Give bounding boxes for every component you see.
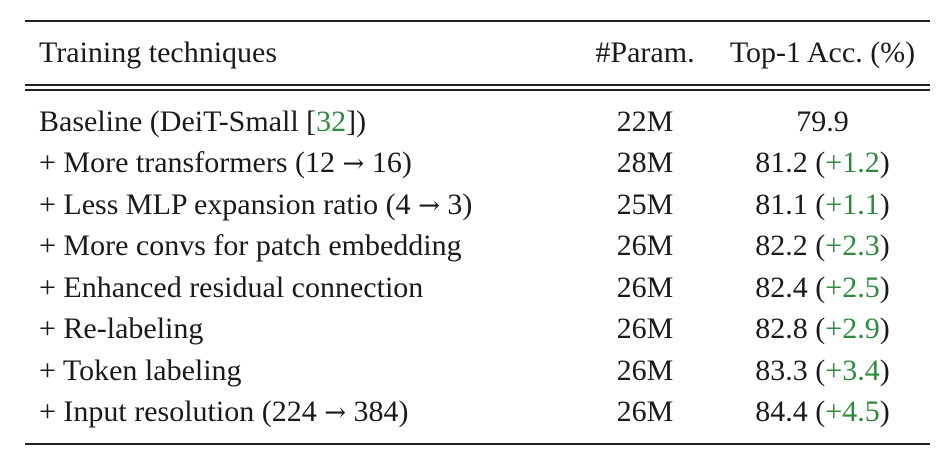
accuracy-cell: 81.2 (+1.2) — [715, 148, 930, 178]
accuracy-value: 83.3 — [755, 353, 808, 387]
delta-open-paren: ( — [807, 146, 826, 180]
accuracy-cell: 82.2 (+2.3) — [715, 231, 930, 261]
bottom-rule — [25, 443, 930, 445]
technique-cell: + Input resolution (224 → 384) — [25, 397, 575, 427]
accuracy-delta: +2.3 — [825, 229, 880, 263]
delta-close-paren: ) — [879, 146, 890, 180]
delta-close-paren: ) — [879, 270, 890, 304]
delta-open-paren: ( — [807, 270, 826, 304]
accuracy-delta: +2.5 — [825, 270, 880, 304]
accuracy-cell: 79.9 — [715, 104, 930, 138]
params-cell: 26M — [616, 395, 674, 429]
accuracy-value: 81.2 — [755, 146, 808, 180]
table-row: + More convs for patch embedding 26M 82.2 … — [25, 226, 930, 268]
technique-cell: Baseline (DeiT-Small [32]) — [25, 104, 575, 138]
technique-cell: + Less MLP expansion ratio (4 → 3) — [25, 187, 575, 221]
accuracy-delta: +1.1 — [825, 187, 880, 221]
table-row: + Token labeling 26M 83.3 (+3.4) — [25, 350, 930, 392]
params-cell: 22M — [616, 104, 674, 138]
delta-close-paren: ) — [879, 187, 890, 221]
header-training-techniques: Training techniques — [39, 36, 278, 69]
technique-cell: + More convs for patch embedding — [25, 231, 575, 261]
params-cell: 25M — [616, 187, 674, 221]
accuracy-value: 82.8 — [755, 312, 808, 346]
table-row: + Enhanced residual connection 26M 82.4 (+… — [25, 267, 930, 309]
table-row: + More transformers (12 → 16) 28M 81.2 (+1… — [25, 143, 930, 185]
technique-text-end: 3) — [439, 187, 473, 221]
table-row: + Less MLP expansion ratio (4 → 3) 25M 81.… — [25, 184, 930, 226]
delta-open-paren: ( — [807, 187, 826, 221]
arrow-icon: → — [324, 398, 347, 429]
technique-text: Baseline (DeiT-Small [ — [39, 104, 317, 138]
accuracy-value: 79.9 — [796, 104, 849, 138]
technique-text: + Less MLP expansion ratio (4 — [39, 187, 419, 221]
technique-cell: + Enhanced residual connection — [25, 270, 575, 304]
technique-cell: + More transformers (12 → 16) — [25, 148, 575, 178]
technique-text-end: 16) — [364, 146, 412, 180]
technique-text: + Re-labeling — [39, 312, 204, 346]
table-row: + Re-labeling 26M 82.8 (+2.9) — [25, 309, 930, 351]
delta-open-paren: ( — [807, 395, 826, 429]
technique-text-end: ]) — [346, 104, 367, 138]
header-top1-acc: Top-1 Acc. (%) — [729, 36, 916, 69]
accuracy-cell: 81.1 (+1.1) — [715, 187, 930, 221]
table-row: Baseline (DeiT-Small [32]) 22M 79.9 — [25, 101, 930, 143]
technique-text: + Enhanced residual connection — [39, 270, 424, 304]
technique-text: + More convs for patch embedding — [39, 229, 462, 263]
technique-text: + More transformers (12 — [39, 146, 343, 180]
header-params: #Param. — [595, 36, 695, 69]
params-cell: 28M — [616, 146, 674, 180]
accuracy-cell: 84.4 (+4.5) — [715, 397, 930, 427]
delta-close-paren: ) — [879, 229, 890, 263]
accuracy-value: 81.1 — [755, 187, 808, 221]
accuracy-cell: 83.3 (+3.4) — [715, 353, 930, 387]
arrow-icon: → — [342, 149, 365, 180]
params-cell: 26M — [616, 312, 674, 346]
accuracy-cell: 82.4 (+2.5) — [715, 270, 930, 304]
params-cell: 26M — [616, 229, 674, 263]
table-row: + Input resolution (224 → 384) 26M 84.4 (+… — [25, 392, 930, 434]
accuracy-value: 84.4 — [755, 395, 808, 429]
technique-text: + Input resolution (224 — [39, 395, 325, 429]
delta-close-paren: ) — [879, 395, 890, 429]
delta-open-paren: ( — [807, 312, 826, 346]
accuracy-cell: 82.8 (+2.9) — [715, 314, 930, 344]
accuracy-value: 82.2 — [755, 229, 808, 263]
accuracy-delta: +1.2 — [825, 146, 880, 180]
citation-link[interactable]: 32 — [316, 104, 347, 138]
delta-close-paren: ) — [879, 312, 890, 346]
delta-close-paren: ) — [879, 353, 890, 387]
technique-text: + Token labeling — [39, 353, 242, 387]
arrow-icon: → — [418, 190, 440, 221]
params-cell: 26M — [616, 353, 674, 387]
technique-cell: + Re-labeling — [25, 314, 575, 344]
delta-open-paren: ( — [807, 229, 826, 263]
results-table: Training techniques #Param. Top-1 Acc. (… — [25, 20, 930, 445]
accuracy-delta: +2.9 — [825, 312, 880, 346]
table-body: Baseline (DeiT-Small [32]) 22M 79.9 + More … — [25, 91, 930, 443]
accuracy-delta: +3.4 — [825, 353, 880, 387]
params-cell: 26M — [616, 270, 674, 304]
header-row: Training techniques #Param. Top-1 Acc. (… — [25, 22, 930, 84]
delta-open-paren: ( — [807, 353, 826, 387]
accuracy-delta: +4.5 — [825, 395, 880, 429]
header-double-rule — [25, 84, 930, 91]
technique-cell: + Token labeling — [25, 353, 575, 387]
top-rule — [25, 20, 930, 22]
technique-text-end: 384) — [346, 395, 409, 429]
accuracy-value: 82.4 — [755, 270, 808, 304]
